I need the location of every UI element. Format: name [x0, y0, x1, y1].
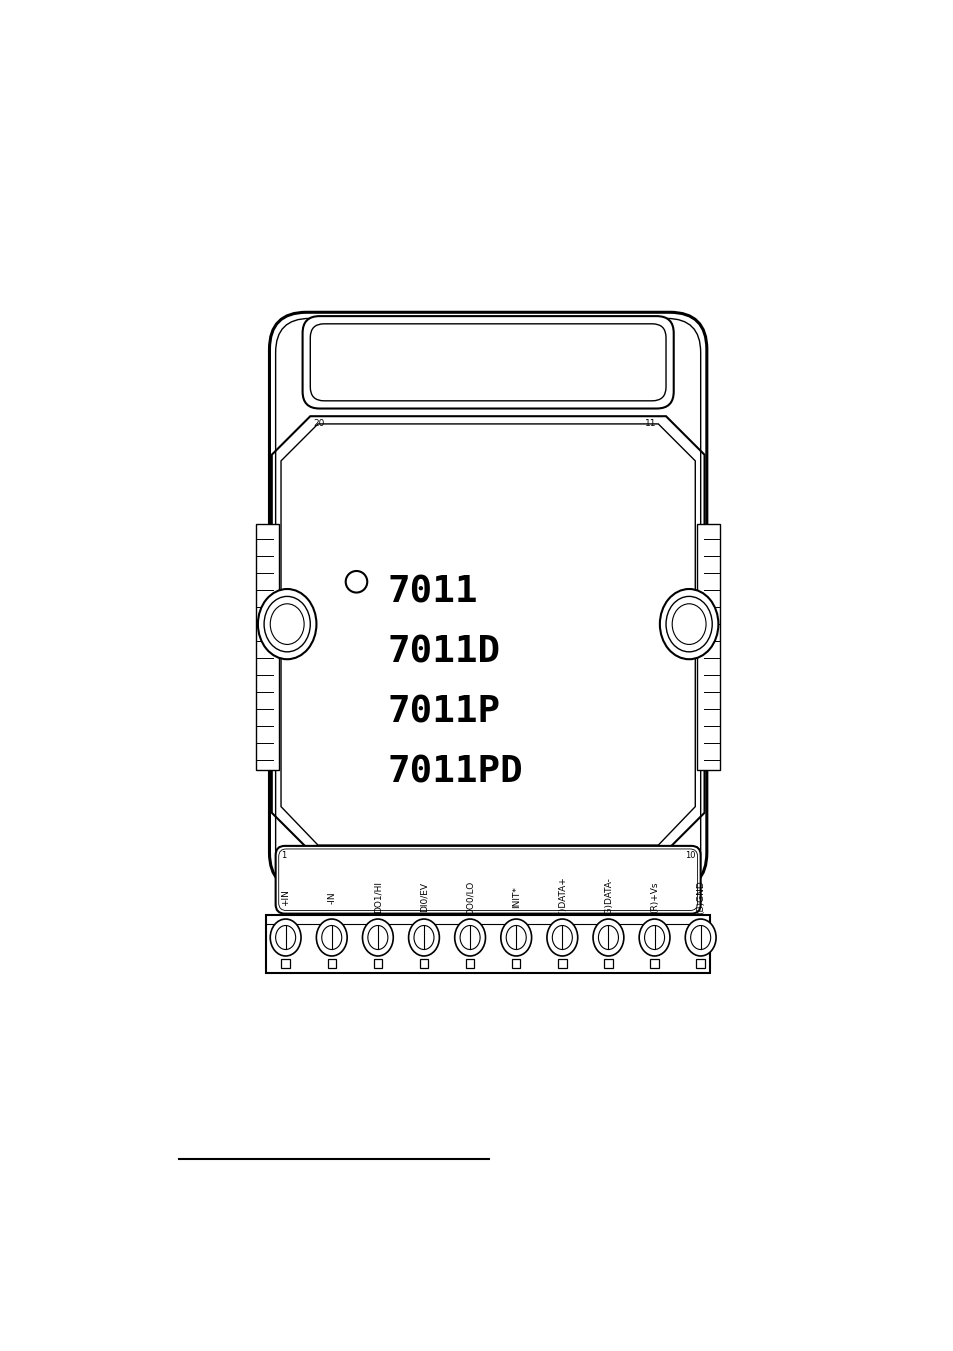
- Ellipse shape: [672, 604, 705, 644]
- Ellipse shape: [593, 919, 623, 957]
- FancyBboxPatch shape: [302, 316, 673, 408]
- Text: +IN: +IN: [281, 889, 290, 907]
- Ellipse shape: [414, 925, 434, 950]
- Text: (G)DATA-: (G)DATA-: [603, 878, 613, 917]
- Ellipse shape: [362, 919, 393, 957]
- Text: -IN: -IN: [327, 892, 335, 904]
- Ellipse shape: [644, 925, 664, 950]
- Bar: [266, 915, 709, 973]
- Ellipse shape: [408, 919, 439, 957]
- FancyBboxPatch shape: [278, 848, 697, 911]
- Ellipse shape: [506, 925, 526, 950]
- Ellipse shape: [690, 925, 710, 950]
- Text: (Y)DATA+: (Y)DATA+: [558, 875, 566, 919]
- FancyBboxPatch shape: [269, 312, 706, 890]
- Text: INIT*: INIT*: [511, 886, 520, 908]
- Text: 7011: 7011: [387, 574, 477, 611]
- Ellipse shape: [321, 925, 341, 950]
- Bar: [281, 959, 290, 967]
- Bar: [696, 524, 720, 770]
- Bar: [512, 959, 520, 967]
- Bar: [327, 959, 335, 967]
- Bar: [419, 959, 428, 967]
- Ellipse shape: [275, 925, 295, 950]
- Ellipse shape: [316, 919, 347, 957]
- Bar: [650, 959, 659, 967]
- Ellipse shape: [500, 919, 531, 957]
- Ellipse shape: [270, 604, 304, 644]
- Ellipse shape: [684, 919, 716, 957]
- Ellipse shape: [459, 925, 479, 950]
- Ellipse shape: [665, 596, 712, 651]
- Ellipse shape: [639, 919, 669, 957]
- Bar: [465, 959, 474, 967]
- FancyBboxPatch shape: [275, 319, 700, 884]
- Ellipse shape: [264, 596, 310, 651]
- Ellipse shape: [552, 925, 572, 950]
- Ellipse shape: [270, 919, 301, 957]
- Bar: [603, 959, 612, 967]
- Text: 1: 1: [281, 851, 286, 861]
- Text: (B)GND: (B)GND: [696, 881, 704, 915]
- Ellipse shape: [546, 919, 578, 957]
- FancyBboxPatch shape: [275, 846, 700, 913]
- Text: 10: 10: [684, 851, 695, 861]
- Bar: [374, 959, 382, 967]
- Text: 7011D: 7011D: [387, 634, 500, 670]
- Text: 11: 11: [644, 419, 656, 427]
- Ellipse shape: [257, 589, 316, 659]
- Ellipse shape: [368, 925, 388, 950]
- Text: DI0/EV: DI0/EV: [419, 882, 428, 912]
- Text: DO1/HI: DO1/HI: [373, 881, 382, 913]
- Bar: [558, 959, 566, 967]
- Text: 20: 20: [313, 419, 324, 427]
- Text: (R)+Vs: (R)+Vs: [649, 882, 659, 913]
- FancyBboxPatch shape: [310, 324, 665, 401]
- Ellipse shape: [455, 919, 485, 957]
- Bar: [696, 959, 704, 967]
- Polygon shape: [281, 424, 695, 846]
- Ellipse shape: [598, 925, 618, 950]
- Text: 7011P: 7011P: [387, 694, 500, 730]
- Bar: [256, 524, 279, 770]
- Circle shape: [345, 571, 367, 593]
- Text: DO0/LO: DO0/LO: [465, 881, 474, 915]
- Ellipse shape: [659, 589, 718, 659]
- Text: 7011PD: 7011PD: [387, 754, 522, 790]
